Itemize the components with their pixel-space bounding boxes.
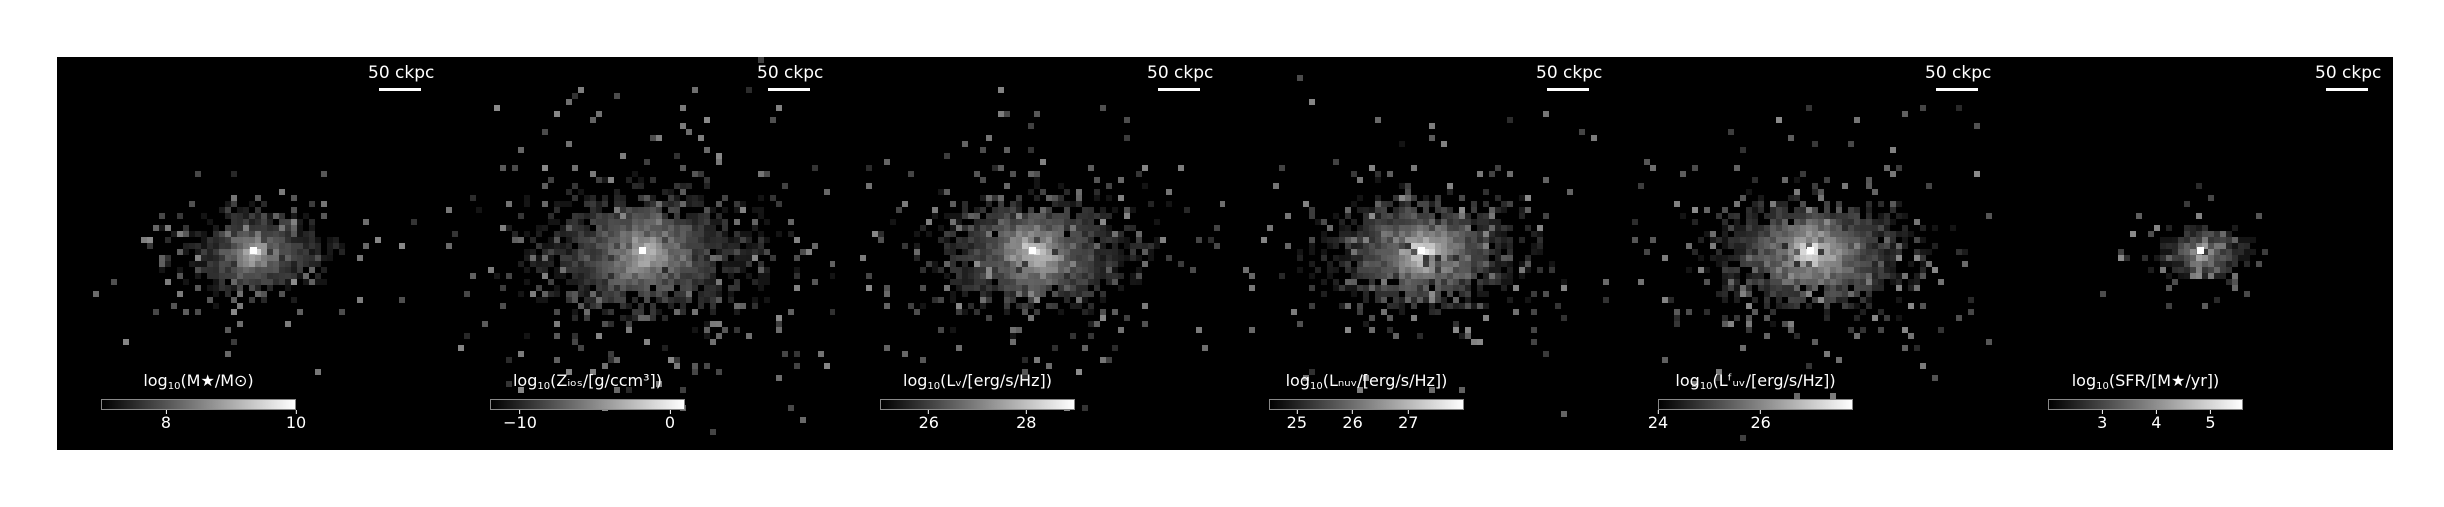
colorbar-tick-label: 25 <box>1286 413 1308 432</box>
scale-bar-line <box>1158 88 1200 91</box>
colorbar-gradient <box>101 399 296 410</box>
galaxy-map <box>836 57 1225 450</box>
colorbar-gradient <box>1269 399 1464 410</box>
colorbar-tick: 3 <box>2097 410 2107 432</box>
scale-bar: 50 ckpc <box>2315 63 2382 91</box>
colorbar-label: log10(SFR/[M★/yr]) <box>2071 371 2220 393</box>
scale-bar-label: 50 ckpc <box>2315 63 2382 83</box>
colorbar: log10(SFR/[M★/yr]) 3 4 5 <box>2048 372 2243 432</box>
colorbar-tick: 27 <box>1398 410 1418 432</box>
scale-bar: 50 ckpc <box>1147 63 1214 91</box>
galaxy-map <box>1225 57 1614 450</box>
colorbar-gradient <box>2048 399 2243 410</box>
colorbar-tick-label: 0 <box>664 413 676 432</box>
colorbar-tick: 26 <box>1750 410 1771 432</box>
scale-bar-line <box>1547 88 1589 91</box>
colorbar-tick: −10 <box>503 410 537 432</box>
colorbar-tick-label: 4 <box>2151 413 2162 432</box>
colorbar-tick: 26 <box>1342 410 1363 432</box>
colorbar: log10(Zᵢₒₛ/[g/ccm³]) −10 0 <box>490 372 685 432</box>
colorbar-tick: 28 <box>1016 410 1036 432</box>
colorbar-tick-label: −10 <box>503 413 537 432</box>
galaxy-map <box>446 57 835 450</box>
colorbar-label: log10(Lᶠᵤᵥ/[erg/s/Hz]) <box>1675 371 1836 393</box>
scale-bar-label: 50 ckpc <box>1536 63 1603 83</box>
colorbar-tick: 5 <box>2205 410 2216 432</box>
colorbar: log10(M★/M⊙) 8 10 <box>101 371 306 432</box>
colorbar-tick-label: 26 <box>918 413 939 432</box>
colorbar-gradient <box>880 399 1075 410</box>
scale-bar-label: 50 ckpc <box>368 63 435 83</box>
galaxy-map <box>57 57 446 450</box>
colorbar-tick-label: 5 <box>2205 413 2216 432</box>
colorbar-tick: 10 <box>286 410 306 432</box>
colorbar-tick: 25 <box>1287 410 1307 432</box>
scale-bar: 50 ckpc <box>1925 63 1992 91</box>
colorbar-label: log10(Lᵥ/[erg/s/Hz]) <box>903 371 1052 393</box>
colorbar-tick-label: 10 <box>285 413 307 432</box>
galaxy-map <box>2004 57 2393 450</box>
colorbar-tick-label: 27 <box>1398 413 1419 432</box>
scale-bar-line <box>2326 88 2368 91</box>
map-panel: 50 ckpc log10(SFR/[M★/yr]) 3 4 5 <box>2004 57 2393 450</box>
colorbar: log10(Lₙᵤᵥ/[erg/s/Hz]) 25 26 27 <box>1269 372 1464 432</box>
scale-bar-label: 50 ckpc <box>1925 63 1992 83</box>
scale-bar-label: 50 ckpc <box>757 63 824 83</box>
scale-bar-line <box>768 88 810 91</box>
scale-bar-label: 50 ckpc <box>1147 63 1214 83</box>
colorbar-tick-label: 26 <box>1750 413 1771 432</box>
scale-bar: 50 ckpc <box>368 63 435 91</box>
colorbar-tick: 0 <box>665 410 675 432</box>
colorbar-gradient <box>1658 399 1853 410</box>
colorbar-tick: 26 <box>919 410 939 432</box>
scale-bar: 50 ckpc <box>757 63 824 91</box>
colorbar-label: log10(Lₙᵤᵥ/[erg/s/Hz]) <box>1285 371 1448 393</box>
colorbar-tick: 4 <box>2151 410 2161 432</box>
colorbar-tick: 8 <box>161 410 171 432</box>
map-panel: 50 ckpc log10(Zᵢₒₛ/[g/ccm³]) −10 0 <box>446 57 835 450</box>
scale-bar: 50 ckpc <box>1536 63 1603 91</box>
image-strip: 50 ckpc log10(M★/M⊙) 8 10 50 ckpc log10(Zᵢₒₛ/… <box>57 57 2393 450</box>
colorbar: log10(Lᶠᵤᵥ/[erg/s/Hz]) 24 26 <box>1648 371 1853 432</box>
map-panel: 50 ckpc log10(Lᵥ/[erg/s/Hz]) 26 28 <box>836 57 1225 450</box>
colorbar-gradient <box>490 399 685 410</box>
colorbar-tick-label: 28 <box>1016 413 1037 432</box>
map-panel: 50 ckpc log10(Lₙᵤᵥ/[erg/s/Hz]) 25 26 27 <box>1225 57 1614 450</box>
map-panel: 50 ckpc log10(M★/M⊙) 8 10 <box>57 57 446 450</box>
colorbar-tick-label: 8 <box>160 413 172 432</box>
colorbar-tick-label: 26 <box>1342 413 1363 432</box>
scale-bar-line <box>1936 88 1978 91</box>
colorbar-label: log10(M★/M⊙) <box>143 371 254 393</box>
colorbar: log10(Lᵥ/[erg/s/Hz]) 26 28 <box>880 372 1075 432</box>
colorbar-tick: 24 <box>1648 410 1668 432</box>
galaxy-map <box>1614 57 2003 450</box>
colorbar-label: log10(Zᵢₒₛ/[g/ccm³]) <box>512 371 663 393</box>
scale-bar-line <box>379 88 421 91</box>
colorbar-tick-label: 24 <box>1647 413 1669 432</box>
colorbar-tick-label: 3 <box>2097 413 2108 432</box>
map-panel: 50 ckpc log10(Lᶠᵤᵥ/[erg/s/Hz]) 24 26 <box>1614 57 2003 450</box>
